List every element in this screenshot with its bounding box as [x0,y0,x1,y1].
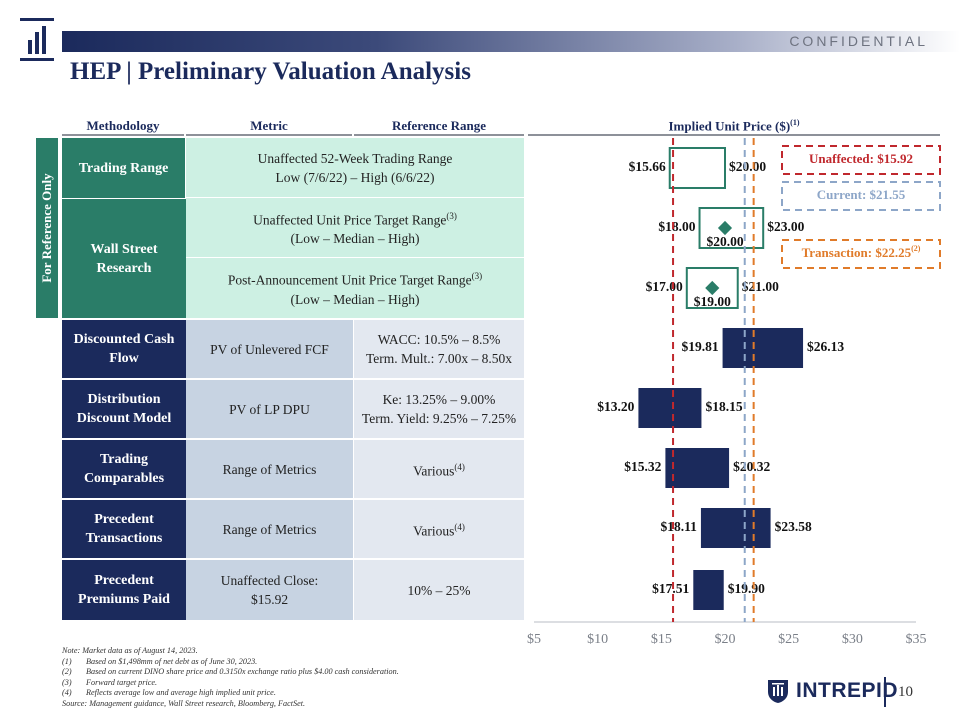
footnote-intro: Note: Market data as of August 14, 2023. [62,646,198,655]
range-bar [700,508,771,548]
column-header-methodology: Methodology [86,118,160,133]
brand-logo: INTREPID [766,678,898,704]
methodology-cell: Precedent Premiums Paid [62,558,186,620]
median-marker [717,220,733,236]
footnote-source: Source: Management guidance, Wall Street… [62,698,306,708]
metric-cell: PV of LP DPU [186,378,354,438]
side-label-reference-only: For Reference Only [36,138,58,318]
header-rule [62,134,184,136]
header-rule [354,134,524,136]
legend-box-transaction [781,239,941,269]
bar-high-label: $26.13 [807,339,844,354]
column-header-reference-range: Reference Range [392,118,486,133]
intrepid-shield-icon [768,680,788,703]
reference-range-cell: 10% – 25% [354,558,524,620]
legend-label-current: Current: $21.55 [817,187,906,202]
legend-box-unaffected [781,145,941,175]
header-rule [528,134,940,136]
median-label: $20.00 [706,234,743,249]
bar-low-label: $17.51 [652,581,689,596]
metric-cell: PV of Unlevered FCF [186,318,354,378]
header-rule [186,134,352,136]
footnote: (1) Based on $1,498mm of net debt as of J… [62,656,258,666]
footnote: (3) Forward target price. [62,677,158,687]
reference-range-cell: WACC: 10.5% – 8.5% Term. Mult.: 7.00x – 8… [354,318,524,378]
reference-range-cell: Ke: 13.25% – 9.00% Term. Yield: 9.25% – 7… [354,378,524,438]
footnote: (2) Based on current DINO share price and… [62,667,399,677]
bar-low-label: $19.81 [681,339,718,354]
x-tick-label: $15 [651,632,672,647]
bar-high-label: $19.90 [728,581,765,596]
range-bar [638,388,702,428]
bar-low-label: $18.00 [658,219,695,234]
legend-footnote-marker: (2) [911,244,921,253]
bar-high-label: $20.00 [729,159,766,174]
x-tick-label: $5 [527,632,541,647]
range-bar [693,570,724,610]
bar-low-label: $13.20 [597,399,634,414]
methodology-cell: Trading Range [62,138,186,198]
median-marker [705,280,720,296]
legend-label-transaction: Transaction: $22.25(2) [802,244,921,260]
bar-high-label: $23.58 [775,519,812,534]
x-tick-label: $20 [715,632,736,647]
bar-low-label: $17.00 [646,279,683,294]
methodology-cell: Precedent Transactions [62,498,186,558]
divider [884,677,886,707]
metric-cell: Unaffected 52-Week Trading Range Low (7/6… [186,138,524,198]
bar-high-label: $18.15 [705,399,742,414]
methodology-cell: Trading Comparables [62,438,186,498]
footnote: (4) Reflects average low and average high… [62,688,276,698]
metric-cell: Post-Announcement Unit Price Target Rang… [186,258,524,318]
bar-low-label: $15.32 [624,459,661,474]
footnotes: Note: Market data as of August 14, 2023.… [62,646,399,710]
logo-icon [20,18,54,61]
bar-low-label: $15.66 [629,159,666,174]
reference-range-cell: Various(4) [354,498,524,558]
bar-low-label: $18.11 [661,519,698,534]
x-tick-label: $35 [906,632,927,647]
confidential-label: CONFIDENTIAL [789,33,928,49]
x-tick-label: $30 [842,632,863,647]
median-label: $19.00 [694,294,731,309]
column-header-metric: Metric [250,118,288,133]
bar-high-label: $20.32 [733,459,770,474]
methodology-cell: Distribution Discount Model [62,378,186,438]
brand-name: INTREPID [796,679,899,702]
x-tick-label: $10 [587,632,608,647]
bar-high-label: $21.00 [742,279,779,294]
bar-high-label: $23.00 [767,219,804,234]
methodology-cell: Discounted Cash Flow [62,318,186,378]
column-header-implied-price: Implied Unit Price ($)(1) [668,118,800,134]
range-bar [722,328,804,368]
legend-box-current [781,181,941,211]
metric-cell: Unaffected Close: $15.92 [186,558,354,620]
header-bar [62,31,960,52]
metric-cell: Range of Metrics [186,438,354,498]
range-bar [665,448,730,488]
legend-label-unaffected: Unaffected: $15.92 [809,151,913,166]
x-tick-label: $25 [778,632,799,647]
metric-cell: Range of Metrics [186,498,354,558]
reference-range-cell: Various(4) [354,438,524,498]
range-bar [668,147,726,189]
metric-cell: Unaffected Unit Price Target Range(3) (Lo… [186,198,524,258]
page-title: HEP | Preliminary Valuation Analysis [70,58,471,85]
page-number: 10 [898,684,913,700]
methodology-cell: Wall Street Research [62,198,186,318]
